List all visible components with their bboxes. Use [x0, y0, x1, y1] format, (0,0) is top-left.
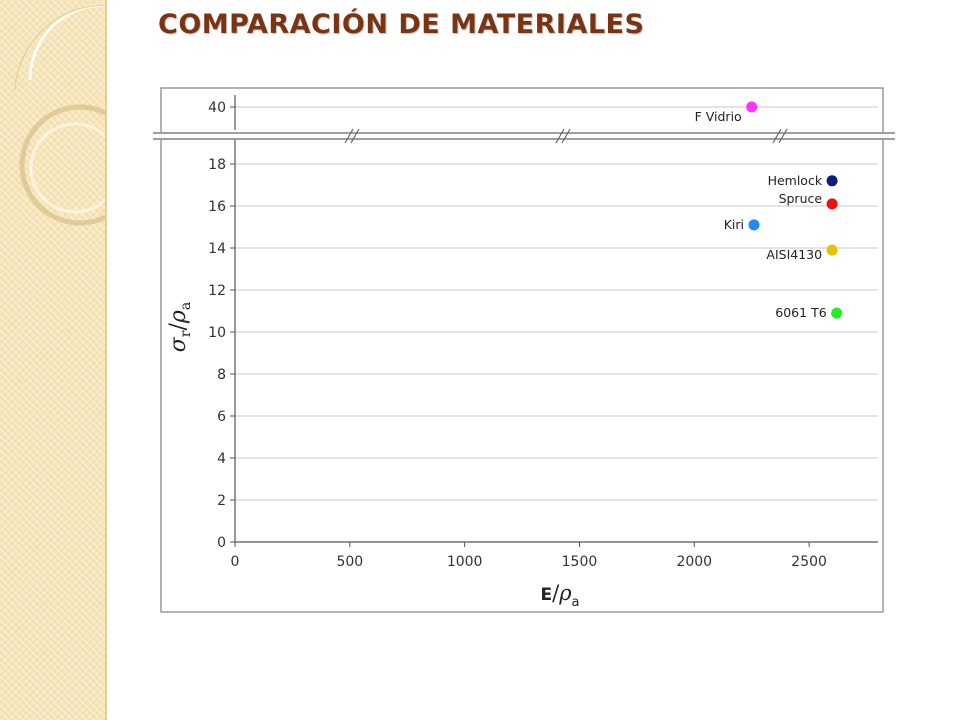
- y-tick-label: 6: [217, 409, 226, 425]
- y-tick-label: 12: [208, 283, 226, 299]
- x-tick-label: 500: [336, 554, 363, 570]
- data-point: [748, 219, 760, 231]
- y-tick-label: 2: [217, 493, 226, 509]
- x-tick-label: 1000: [447, 554, 483, 570]
- data-point-label: F Vidrio: [695, 109, 742, 124]
- data-point: [826, 244, 838, 256]
- data-point: [831, 307, 843, 319]
- y-tick-label: 18: [208, 157, 226, 173]
- data-point: [826, 198, 838, 210]
- y-tick-label: 0: [217, 535, 226, 551]
- y-tick-label: 40: [208, 100, 226, 116]
- x-axis-label: E/ρa: [540, 581, 579, 610]
- y-tick-label: 8: [217, 367, 226, 383]
- page-title: COMPARACIÓN DE MATERIALES: [158, 9, 645, 40]
- y-tick-label: 14: [208, 241, 226, 257]
- x-tick-label: 2500: [791, 554, 827, 570]
- data-point-label: Kiri: [724, 217, 744, 232]
- y-tick-label: 16: [208, 199, 226, 215]
- x-tick-label: 2000: [676, 554, 712, 570]
- ring-decoration: [14, 3, 105, 226]
- axis-break-mark: [344, 128, 354, 144]
- y-axis-label: σr/ρa: [166, 302, 194, 352]
- x-tick-label: 1500: [562, 554, 598, 570]
- axis-break-mark: [555, 128, 565, 144]
- axis-break-mark: [350, 128, 360, 144]
- data-point-label: AISI4130: [766, 247, 822, 262]
- axis-break-mark: [778, 128, 788, 144]
- axis-break-mark: [561, 128, 571, 144]
- y-tick-label: 4: [217, 451, 226, 467]
- data-point-label: Spruce: [779, 191, 823, 206]
- decorative-sidebar: [0, 0, 107, 720]
- data-point: [826, 175, 838, 187]
- data-point: [746, 101, 758, 113]
- y-tick-label: 10: [208, 325, 226, 341]
- data-point-label: Hemlock: [768, 173, 823, 188]
- data-point-label: 6061 T6: [775, 305, 826, 320]
- axis-break-gap: [153, 132, 895, 140]
- axis-break-mark: [772, 128, 782, 144]
- chart-border: [160, 87, 884, 613]
- x-tick-label: 0: [231, 554, 240, 570]
